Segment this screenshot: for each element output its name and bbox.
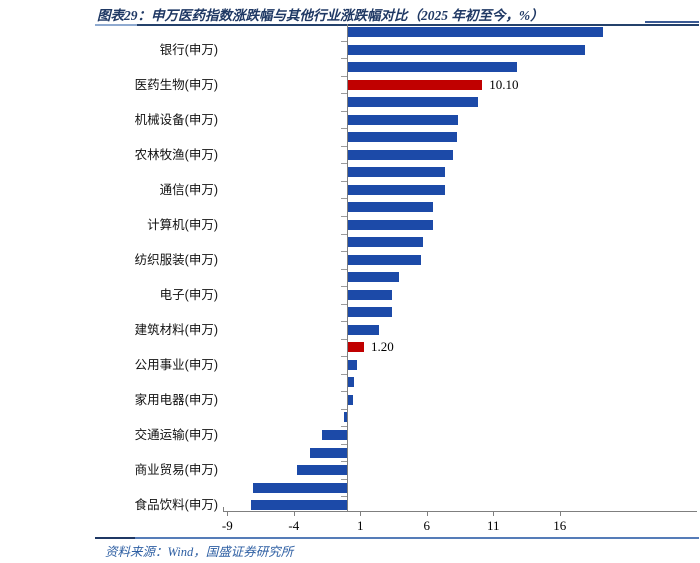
bar [348,254,422,265]
footer-rule-accent [95,537,135,539]
category-tick [341,180,347,182]
bar [251,500,347,510]
category-tick [341,110,347,112]
category-tick [341,391,347,393]
value-axis-tick [227,512,229,516]
category-label: 农林牧渔(申万) [134,147,218,162]
category-tick [341,75,347,77]
category-label: 电子(申万) [159,287,218,302]
bar [348,377,354,388]
value-axis-tick-label: 1 [357,518,364,533]
category-tick [341,303,347,305]
source-note: 资料来源：Wind，国盛证券研究所 [105,545,294,559]
category-tick [341,268,347,270]
category-tick [341,338,347,340]
bar [348,289,392,300]
bar [348,132,458,143]
value-axis-tick-label: 11 [487,518,500,533]
footer-rule [95,537,699,539]
bar [309,447,347,458]
bar [348,97,479,108]
bar [348,62,517,72]
bar-highlighted [348,79,483,90]
figure-caption-prefix: 图表29： [97,8,151,23]
bar [348,324,379,335]
category-label: 医药生物(申万) [134,77,218,92]
category-tick [341,356,347,358]
bar [348,394,354,405]
category-tick [341,93,347,95]
bar [321,430,347,440]
caption-divider-rule [95,24,699,26]
value-axis-tick [493,512,495,516]
bar [348,272,399,283]
category-tick [341,163,347,165]
category-label: 建筑材料(申万) [134,322,218,337]
figure-caption: 图表29：申万医药指数涨跌幅与其他行业涨跌幅对比（2025 年初至今，%） [97,4,687,23]
category-tick [341,198,347,200]
value-axis-tick [293,512,295,516]
value-axis-tick-label: 16 [553,518,567,533]
figure-caption-title: 申万医药指数涨跌幅与其他行业涨跌幅对比（2025 年初至今，%） [151,8,544,23]
category-tick [341,145,347,147]
value-axis-start-tick [223,507,224,511]
value-axis-line [223,511,697,512]
bar [348,167,446,178]
bar [348,237,423,248]
bar [348,202,434,213]
bar-value-label: 10.10 [489,76,519,92]
value-axis-tick-label: -4 [288,518,300,533]
bar [348,114,459,125]
bar [348,44,585,55]
category-label: 家用电器(申万) [134,392,218,407]
category-tick [341,321,347,323]
bar [296,465,347,475]
value-axis-tick-label: -9 [221,518,233,533]
value-axis-tick-label: 6 [423,518,431,533]
bar [348,27,604,37]
category-tick [341,40,347,42]
category-label: 计算机(申万) [147,217,218,232]
bar [344,412,347,423]
category-tick [341,408,347,410]
category-tick [341,443,347,445]
bar [348,149,454,160]
category-label: 交通运输(申万) [134,428,218,442]
category-tick [341,373,347,375]
value-axis-tick [360,512,362,516]
category-label: 纺织服装(申万) [134,252,218,267]
bar [348,307,392,318]
category-tick [341,461,347,463]
category-tick [341,286,347,287]
category-label: 机械设备(申万) [134,112,218,127]
category-tick [341,128,347,130]
bar-value-label: 1.20 [371,339,394,355]
category-label: 食品饮料(申万) [134,498,218,512]
category-tick [341,216,347,217]
category-label: 银行(申万) [159,42,218,57]
category-label: 商业贸易(申万) [134,463,218,477]
category-tick [341,426,347,428]
bar-chart: -9 -4 1 6 11 16 银行(申万) 医药生物(申万) 10.10 机械设备(申万) 农林牧… [134,24,697,533]
category-label: 公用事业(申万) [134,357,218,372]
caption-divider-rule-accent [95,24,137,26]
category-axis-line [347,24,348,511]
bar [348,184,446,195]
bar-highlighted [348,342,364,353]
value-axis-tick [559,512,561,516]
bar [348,219,434,230]
category-tick [341,251,347,252]
bar [348,359,358,370]
category-tick [341,496,347,498]
category-tick [341,233,347,235]
category-tick [341,58,347,60]
bar [252,482,347,493]
category-tick [341,478,347,480]
top-right-rule-stub [645,21,699,23]
category-label: 通信(申万) [159,182,218,197]
value-axis-tick [426,512,428,516]
